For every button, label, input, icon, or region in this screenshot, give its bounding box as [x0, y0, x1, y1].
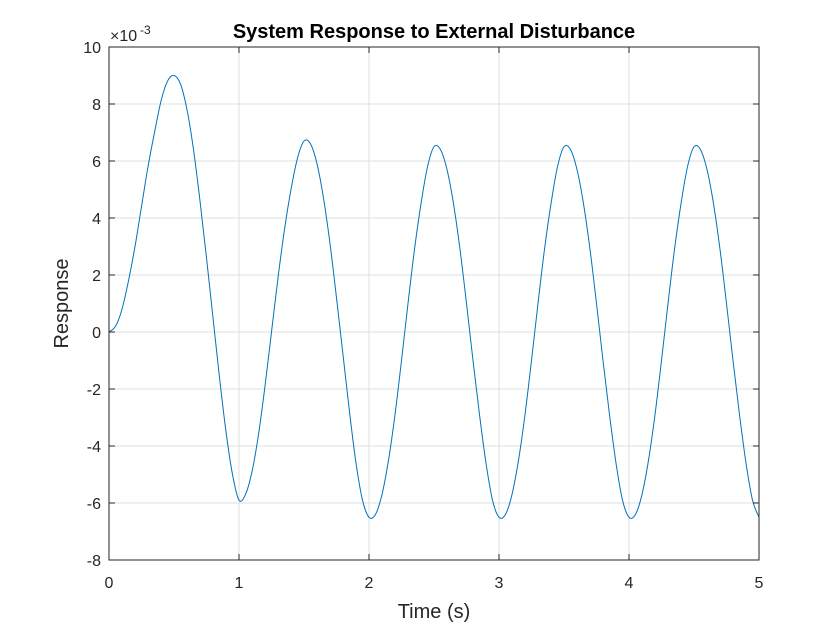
- y-tick-label: 2: [92, 268, 101, 285]
- y-tick-label: 0: [92, 325, 101, 342]
- x-tick-label: 0: [105, 575, 114, 592]
- x-tick-label: 3: [495, 575, 504, 592]
- series-layer: [108, 74, 760, 519]
- y-tick-label: 10: [83, 40, 101, 57]
- x-tick-label: 4: [625, 575, 634, 592]
- chart-title: System Response to External Disturbance: [233, 21, 635, 43]
- tick-layer: [108, 46, 760, 561]
- y-tick-label: 8: [92, 97, 101, 114]
- y-scale-factor-base: ×10: [110, 28, 137, 45]
- x-tick-label: 2: [365, 575, 374, 592]
- x-axis-title: Time (s): [398, 601, 471, 623]
- y-tick-label: -8: [87, 553, 101, 570]
- x-tick-label: 5: [755, 575, 764, 592]
- y-tick-labels: -8 -6 -4 -2 0 2 4 6 8 10: [83, 40, 101, 570]
- x-tick-label: 1: [235, 575, 244, 592]
- y-tick-label: 4: [92, 211, 101, 228]
- series-line-response: [108, 74, 760, 519]
- y-axis-title: Response: [51, 258, 73, 348]
- y-tick-label: -4: [87, 439, 101, 456]
- y-tick-label: -6: [87, 496, 101, 513]
- y-tick-label: -2: [87, 382, 101, 399]
- y-tick-label: 6: [92, 154, 101, 171]
- plot-frame: [108, 46, 760, 561]
- y-scale-factor-exponent: -3: [140, 23, 151, 37]
- x-tick-labels: 0 1 2 3 4 5: [105, 575, 764, 592]
